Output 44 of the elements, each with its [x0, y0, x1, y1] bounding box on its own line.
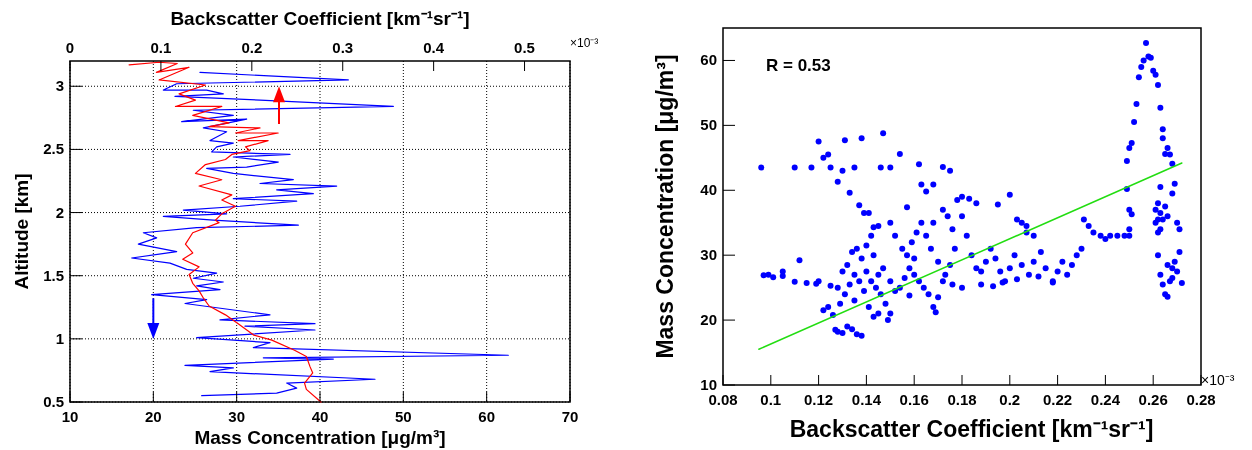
annotation: ×10⁻³ — [1201, 372, 1235, 388]
y-axis-title: Mass Concentration [μg/m³] — [652, 54, 678, 359]
x2-tick-label: 0.4 — [423, 39, 445, 56]
x-tick-label: 0.24 — [1090, 391, 1121, 408]
y-tick-label: 1 — [55, 329, 64, 347]
x-tick-label: 0.18 — [947, 391, 977, 408]
y-tick-label: 1.5 — [43, 266, 64, 284]
x2-tick-label: 0 — [65, 39, 75, 56]
x-tick-label: 0.14 — [851, 391, 882, 408]
y-tick-label: 3 — [55, 77, 64, 95]
y-axis-title: Altitude [km] — [11, 173, 32, 290]
x2-tick-label: 0.5 — [514, 39, 535, 56]
y-tick-label: 10 — [700, 376, 717, 393]
y-tick-label: 20 — [700, 311, 717, 329]
x-tick-label: 0.26 — [1138, 391, 1168, 408]
y-tick-label: 40 — [700, 181, 717, 199]
x2-tick-label: 0.3 — [332, 39, 354, 56]
x-tick-label: 30 — [228, 408, 246, 425]
x2-tick-label: 0.1 — [150, 39, 172, 56]
x-tick-label: 0.12 — [804, 391, 834, 408]
x-axis-title: Mass Concentration [μg/m³] — [194, 427, 446, 448]
y-tick-label: 30 — [700, 246, 717, 264]
x-tick-label: 20 — [144, 408, 162, 425]
x-tick-label: 50 — [394, 408, 412, 425]
y-tick-label: 2.5 — [43, 140, 64, 158]
x2-tick-label: 0.2 — [241, 39, 263, 56]
x2-axis-title: Backscatter Coefficient [km⁻¹sr⁻¹] — [170, 8, 470, 29]
y-tick-label: 0.5 — [43, 393, 64, 410]
x-tick-label: 0.28 — [1186, 391, 1216, 408]
x-axis-title: Backscatter Coefficient [km⁻¹sr⁻¹] — [789, 416, 1154, 442]
y-tick-label: 50 — [700, 116, 717, 134]
x-tick-label: 0.1 — [760, 391, 782, 408]
x-tick-label: 70 — [561, 408, 579, 425]
y-tick-label: 2 — [55, 203, 64, 221]
x-tick-label: 0.22 — [1043, 391, 1073, 408]
x-tick-label: 60 — [478, 408, 496, 425]
y-tick-label: 60 — [700, 51, 717, 69]
x-tick-label: 40 — [311, 408, 329, 425]
line-series — [131, 71, 509, 397]
annotation: R = 0.53 — [766, 55, 831, 75]
x-tick-label: 0.16 — [899, 391, 929, 408]
x-tick-label: 0.08 — [708, 391, 738, 408]
text: ×10⁻³ — [570, 36, 599, 51]
x-tick-label: 0.2 — [999, 391, 1021, 408]
